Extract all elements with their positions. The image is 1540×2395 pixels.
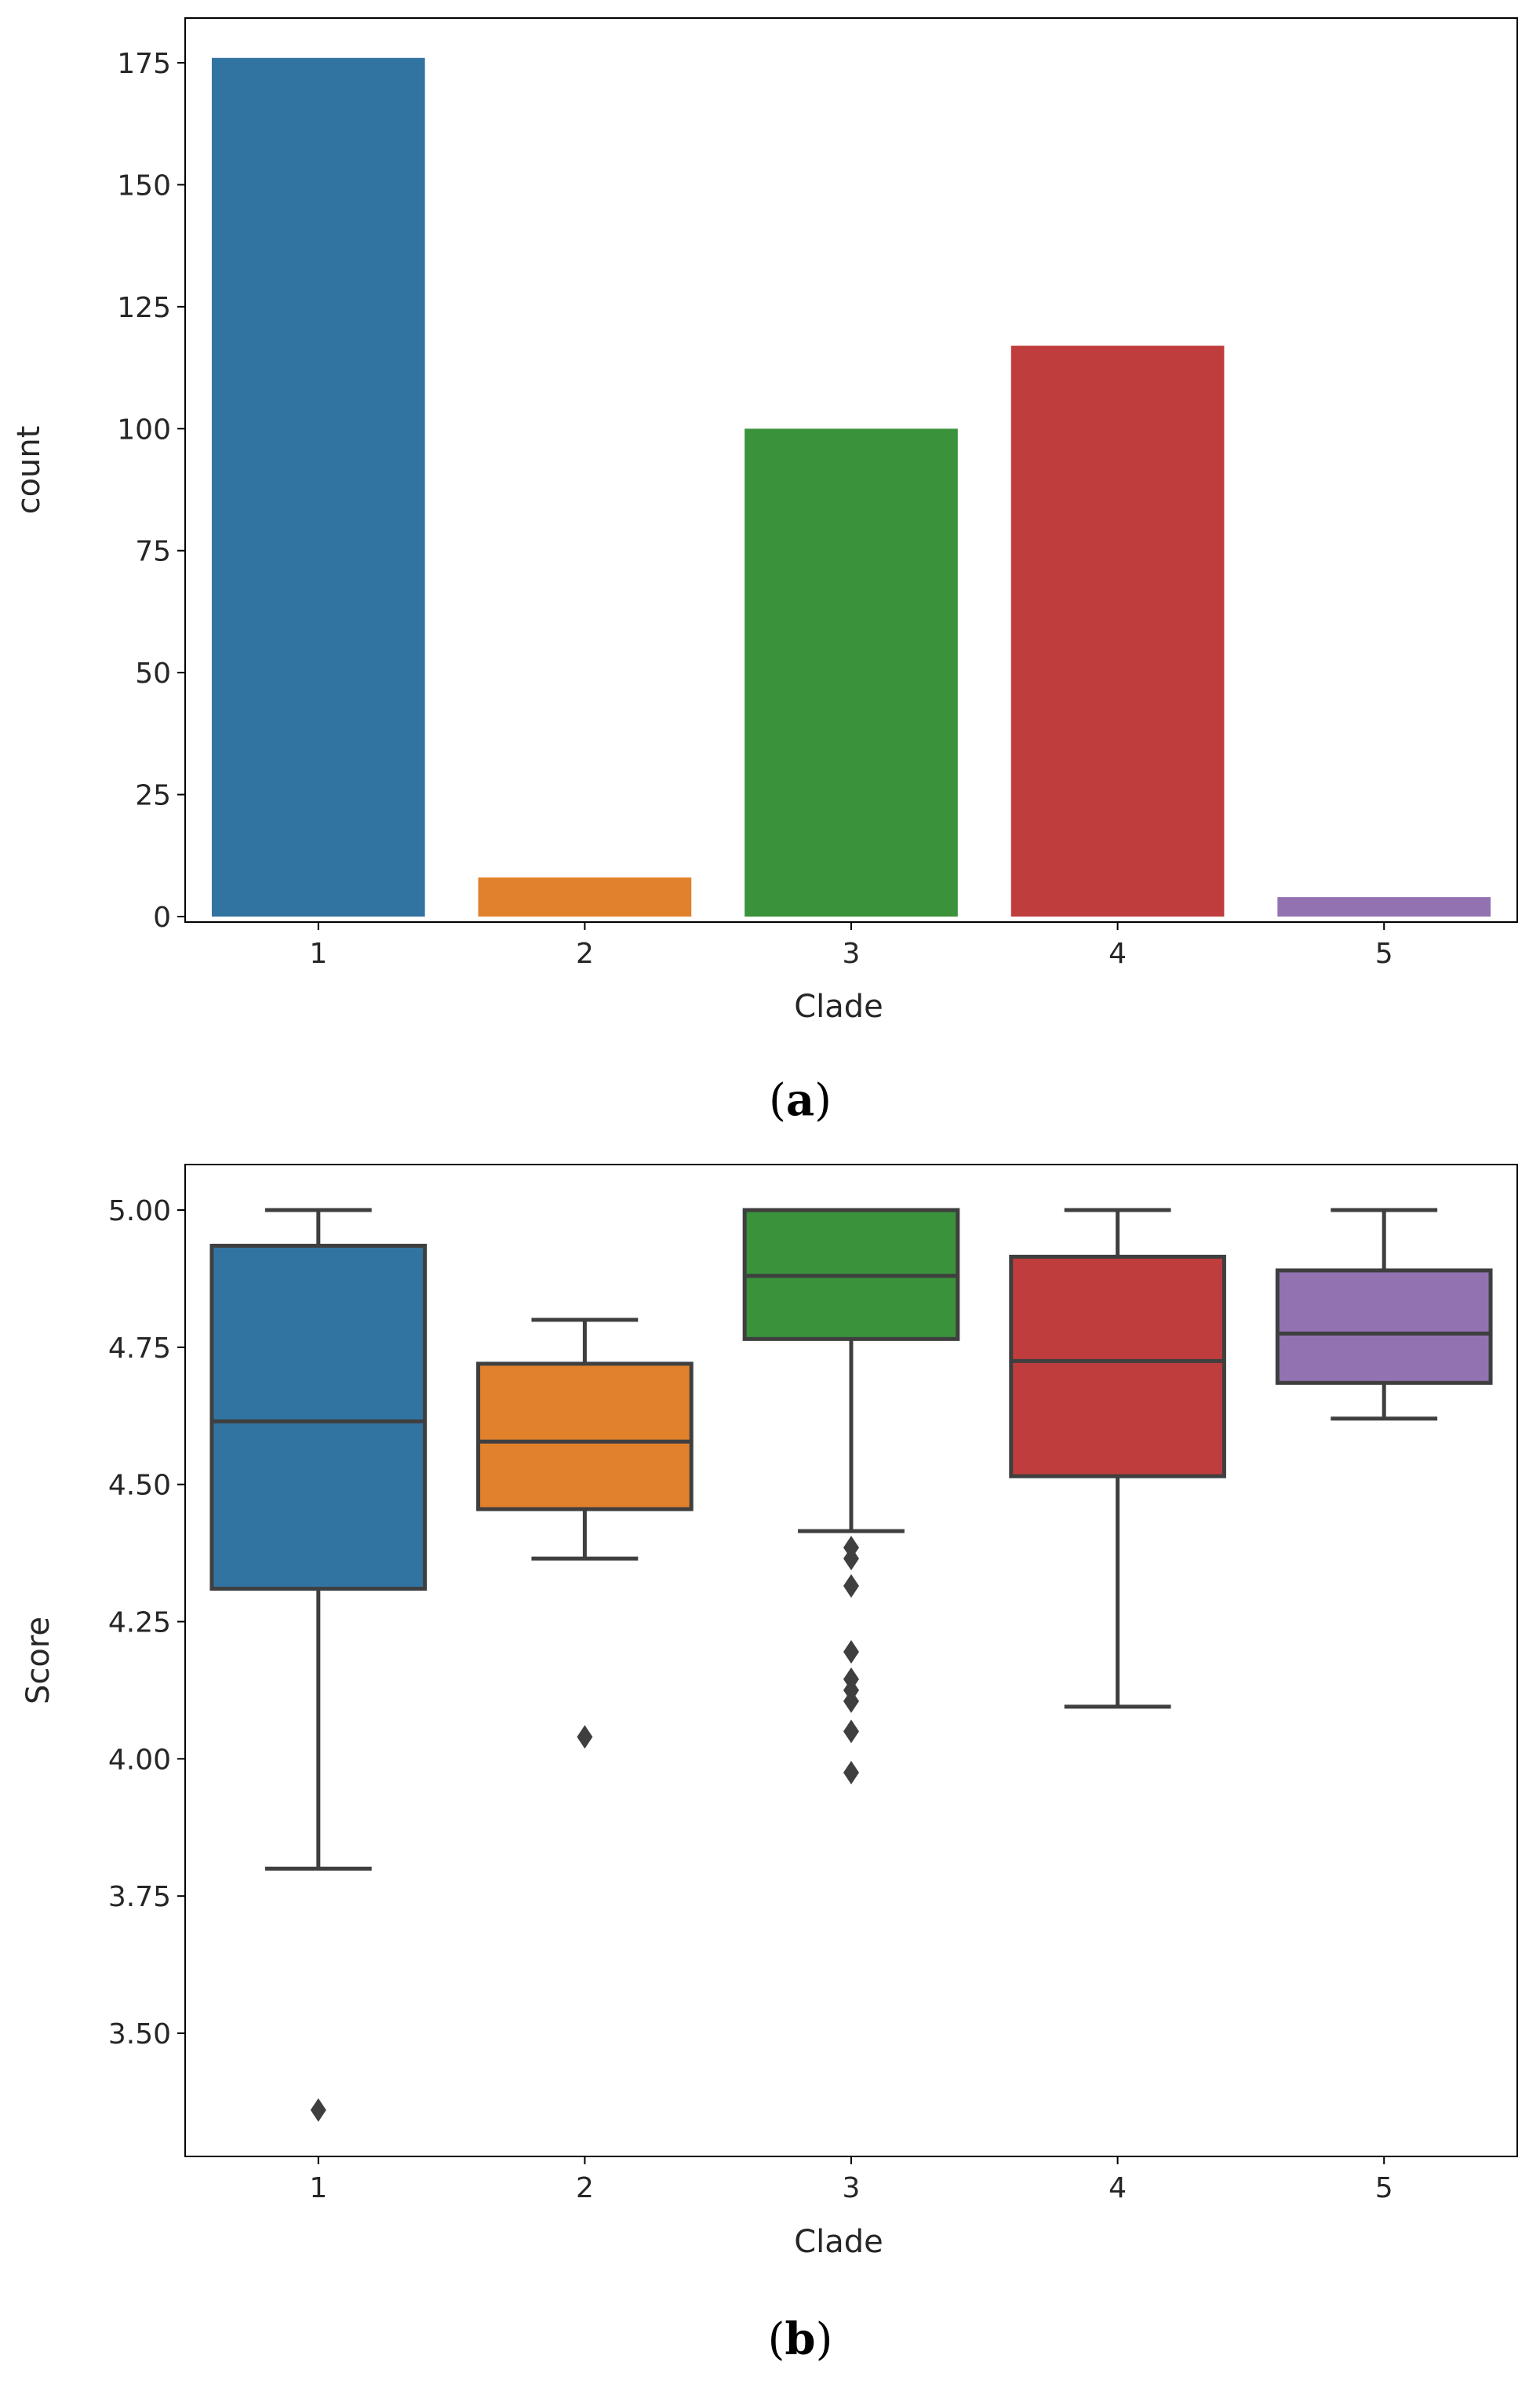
outlier-point (843, 1719, 859, 1744)
panel-label-b: (b) (768, 2313, 833, 2365)
y-tick-label-a: 100 (117, 414, 171, 446)
y-tick-label-a: 75 (135, 536, 171, 568)
box-plot-b: 3.50 3.75 4.00 4.25 4.50 4.75 5.00 1 2 3 4 5 Clade… (20, 1164, 1518, 2365)
x-axis-label-b: Clade (794, 2224, 883, 2260)
bar-chart-a: 0 25 50 75 100 125 150 175 1 2 3 4 5 Clade count (a… (11, 17, 1518, 1126)
outlier-point (843, 1639, 859, 1664)
outlier-point (843, 1547, 859, 1571)
outlier-point (843, 1689, 859, 1713)
outlier-point (577, 1725, 593, 1749)
box-clade-1 (209, 1208, 428, 2122)
y-tick-label-b: 4.00 (108, 1744, 171, 1776)
panel-label-a: (a) (769, 1074, 832, 1126)
bar-clade-1 (211, 57, 425, 917)
y-tick-label-a: 175 (117, 48, 171, 80)
y-tick-label-a: 25 (135, 780, 171, 812)
y-tick-label-b: 5.00 (108, 1195, 171, 1227)
bar-clade-3 (745, 428, 958, 917)
y-tick-label-b: 4.25 (108, 1607, 171, 1639)
y-tick-label-a: 150 (117, 170, 171, 202)
iqr-box (1275, 1268, 1493, 1385)
y-tick-label-a: 0 (153, 902, 171, 934)
outlier-point (843, 1574, 859, 1598)
y-tick-label-b: 4.75 (108, 1332, 171, 1365)
iqr-box (476, 1362, 694, 1511)
outlier-point (843, 1760, 859, 1784)
x-tick-label-b: 3 (843, 2172, 861, 2204)
y-tick-label-b: 4.50 (108, 1470, 171, 1502)
outlier-point (310, 2098, 326, 2122)
x-tick-label-a: 2 (576, 938, 594, 970)
y-tick-label-a: 50 (135, 658, 171, 690)
bar-clade-2 (478, 877, 692, 917)
box-clade-4 (1009, 1208, 1226, 1709)
x-tick-label-b: 1 (309, 2172, 327, 2204)
box-clade-3 (742, 1208, 960, 1784)
iqr-box (209, 1243, 428, 1591)
bar-clade-5 (1277, 897, 1491, 917)
x-tick-label-b: 2 (576, 2172, 594, 2204)
box-clade-5 (1275, 1208, 1493, 1421)
bar-clade-4 (1010, 345, 1225, 917)
x-tick-label-b: 5 (1375, 2172, 1393, 2204)
x-tick-label-a: 4 (1109, 938, 1127, 970)
x-tick-label-a: 3 (843, 938, 861, 970)
x-tick-label-a: 1 (309, 938, 327, 970)
y-tick-label-a: 125 (117, 292, 171, 324)
x-tick-label-b: 4 (1109, 2172, 1127, 2204)
y-axis-label-a: count (11, 426, 47, 515)
y-axis-label-b: Score (20, 1617, 56, 1704)
box-clade-2 (476, 1318, 694, 1749)
x-axis-label-a: Clade (794, 989, 883, 1025)
x-tick-label-a: 5 (1375, 938, 1393, 970)
y-tick-label-b: 3.75 (108, 1881, 171, 1913)
y-tick-label-b: 3.50 (108, 2018, 171, 2051)
iqr-box (1009, 1254, 1226, 1478)
